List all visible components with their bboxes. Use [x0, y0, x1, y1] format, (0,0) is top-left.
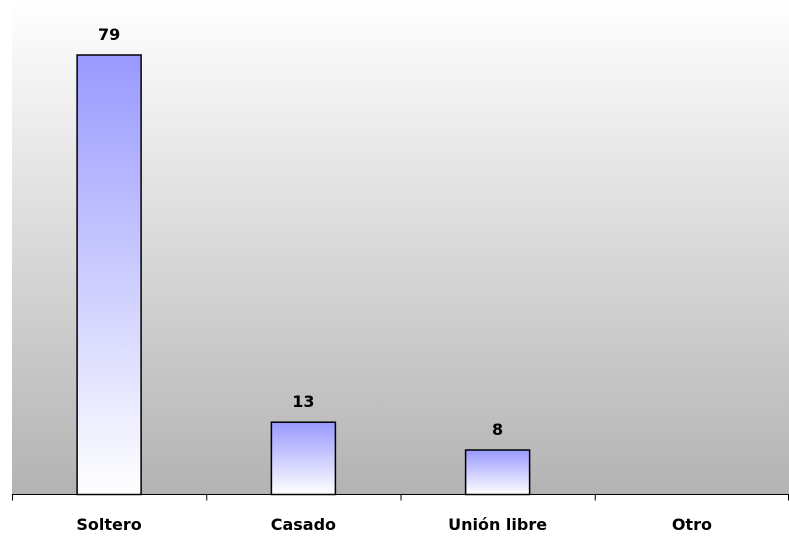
data-label-soltero: 79 [98, 25, 120, 44]
data-labels-group: 79 13 8 [98, 25, 503, 439]
data-label-casado: 13 [292, 392, 314, 411]
x-tick-label-union-libre: Unión libre [448, 515, 547, 534]
x-tick-label-soltero: Soltero [76, 515, 141, 534]
bar-soltero [76, 54, 142, 496]
x-axis-ticks [12, 494, 789, 501]
data-label-union-libre: 8 [492, 420, 503, 439]
x-tick-label-casado: Casado [271, 515, 336, 534]
bar-casado [270, 421, 337, 496]
bars-group [76, 54, 531, 496]
x-tick-label-otro: Otro [672, 515, 712, 534]
bar-union-libre [464, 449, 531, 496]
x-axis-labels: Soltero Casado Unión libre Otro [76, 515, 712, 534]
